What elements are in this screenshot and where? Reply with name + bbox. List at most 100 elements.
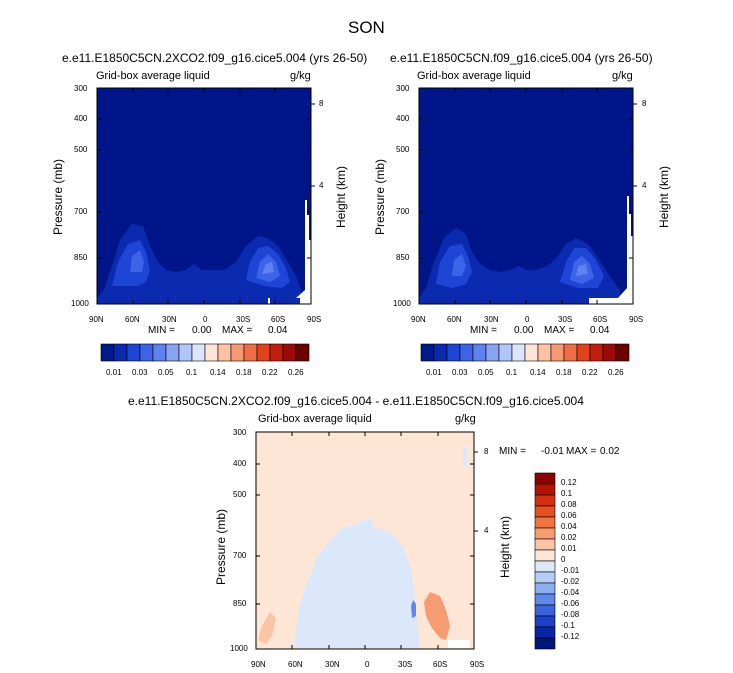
panel2-ytick: 500 (396, 145, 410, 154)
panel2-xtick: 60S (593, 315, 608, 324)
panel1-colorbar-swatch (113, 343, 128, 362)
panel1-colorbar-swatch (100, 343, 115, 362)
panel3-variable: Grid-box average liquid (258, 413, 372, 425)
panel3-colorbar-swatch (534, 593, 556, 606)
panel2-cbar-label: 0.14 (530, 368, 546, 377)
panel3-plot (255, 431, 475, 650)
panel2-min-label: MIN = (470, 325, 497, 336)
panel1-units: g/kg (290, 70, 311, 82)
panel1-xtick: 90N (89, 315, 104, 324)
panel2-colorbar-swatch (459, 343, 474, 362)
panel1-ytick: 1000 (71, 299, 89, 308)
panel1-min-value: 0.00 (192, 325, 212, 336)
panel3-ytick: 850 (233, 599, 247, 608)
panel1-cbar-label: 0.01 (106, 368, 122, 377)
panel2-ytick: 1000 (393, 299, 411, 308)
panel3-colorbar-swatch (534, 560, 556, 573)
panel1-cbar-label: 0.18 (236, 368, 252, 377)
panel1-colorbar-swatch (139, 343, 154, 362)
panel3-ytick: 400 (233, 459, 247, 468)
panel1-cbar-label: 0.14 (210, 368, 226, 377)
panel2-cbar-label: 0.1 (506, 368, 518, 377)
panel2-xtick: 30N (484, 315, 499, 324)
panel3-mask-bottom-right (448, 640, 470, 648)
panel3-mask-top (463, 446, 467, 468)
panel3-xtick: 90N (251, 660, 266, 669)
panel1-ytick-right: 8 (319, 99, 324, 108)
panel1-xtick: 30N (162, 315, 177, 324)
panel1-cbar-label: 0.26 (288, 368, 304, 377)
panel2-ytick: 700 (396, 207, 410, 216)
panel2-colorbar-swatch (524, 343, 539, 362)
panel3-colorbar-swatch (534, 604, 556, 617)
panel2-colorbar-swatch (589, 343, 604, 362)
panel3-min-label: MIN = (499, 446, 526, 457)
panel3-negative-spot (411, 600, 416, 618)
panel2-cbar-label: 0.01 (426, 368, 442, 377)
panel3-colorbar-swatch (534, 538, 556, 551)
panel2-cbar-label: 0.18 (556, 368, 572, 377)
panel1-colorbar-swatch (282, 343, 297, 362)
panel2-colorbar-swatch (615, 343, 630, 362)
panel3-ytick: 700 (233, 551, 247, 560)
panel3-cbar-label: 0.01 (561, 544, 577, 553)
panel1-colorbar-swatch (152, 343, 167, 362)
panel3-cbar-label: 0.08 (561, 500, 577, 509)
panel2-ytick-right: 8 (642, 99, 647, 108)
panel3-xtick: 90S (470, 660, 485, 669)
panel1-min-label: MIN = (148, 325, 175, 336)
panel3-cbar-label: 0.1 (561, 489, 573, 498)
panel2-missing-data-mask (589, 196, 633, 304)
panel1-lower-cloud-layer (97, 224, 301, 304)
panel2-cloud-core-4b (576, 264, 588, 276)
panel1-colorbar-swatch (269, 343, 284, 362)
panel2-colorbar-swatch (511, 343, 526, 362)
panel3-colorbar-swatch (534, 637, 556, 650)
panel3-colorbar-swatch (534, 494, 556, 507)
panel1-xtick: 60S (271, 315, 286, 324)
panel2-colorbar-swatch (485, 343, 500, 362)
panel2-xtick: 90N (411, 315, 426, 324)
panel1-cbar-label: 0.1 (186, 368, 198, 377)
panel1-colorbar-swatch (191, 343, 206, 362)
panel1-ytick-right: 4 (319, 181, 324, 190)
panel1-colorbar-swatch (295, 343, 310, 362)
panel3-colorbar-swatch (534, 626, 556, 639)
panel1-cbar-label: 0.03 (132, 368, 148, 377)
panel1-xtick: 30S (236, 315, 251, 324)
panel3-colorbar-swatch (534, 582, 556, 595)
panel3-cbar-label: -0.04 (561, 588, 580, 597)
panel1-cbar-label: 0.22 (262, 368, 278, 377)
panel2-cbar-label: 0.26 (608, 368, 624, 377)
panel3-cbar-label: 0 (561, 555, 566, 564)
panel1-xtick: 60N (125, 315, 140, 324)
panel3-cbar-label: 0.12 (561, 478, 577, 487)
panel1-cbar-label: 0.05 (158, 368, 174, 377)
panel2-xtick: 90S (629, 315, 644, 324)
panel2-colorbar-swatch (602, 343, 617, 362)
panel3-cbar-label: -0.12 (561, 632, 580, 641)
panel2-ytick: 850 (396, 253, 410, 262)
panel3-xtick: 30N (325, 660, 340, 669)
panel3-colorbar-swatch (534, 527, 556, 540)
panel3-colorbar-swatch (534, 571, 556, 584)
panel3-units: g/kg (455, 413, 476, 425)
panel1-ytick: 400 (74, 114, 88, 123)
panel1-max-label: MAX = (222, 325, 253, 336)
panel2-cbar-label: 0.03 (452, 368, 468, 377)
panel2-plot (418, 87, 634, 305)
panel3-cbar-label: -0.01 (561, 566, 580, 575)
panel3-cbar-label: 0.02 (561, 533, 577, 542)
panel2-ytick: 300 (396, 84, 410, 93)
panel1-max-value: 0.04 (268, 325, 288, 336)
panel2-cloud-core-3 (452, 254, 466, 276)
panel3-cbar-label: 0.04 (561, 522, 577, 531)
panel2-xtick: 0 (525, 315, 530, 324)
panel2-max-value: 0.04 (590, 325, 610, 336)
panel3-cbar-label: -0.02 (561, 577, 580, 586)
panel2-colorbar-swatch (472, 343, 487, 362)
panel1-title: e.e11.E1850C5CN.2XCO2.f09_g16.cice5.004 … (62, 51, 368, 65)
panel2-colorbar-swatch (576, 343, 591, 362)
panel2-ytick-right: 4 (642, 181, 647, 190)
panel3-min-value: -0.01 (541, 446, 564, 457)
